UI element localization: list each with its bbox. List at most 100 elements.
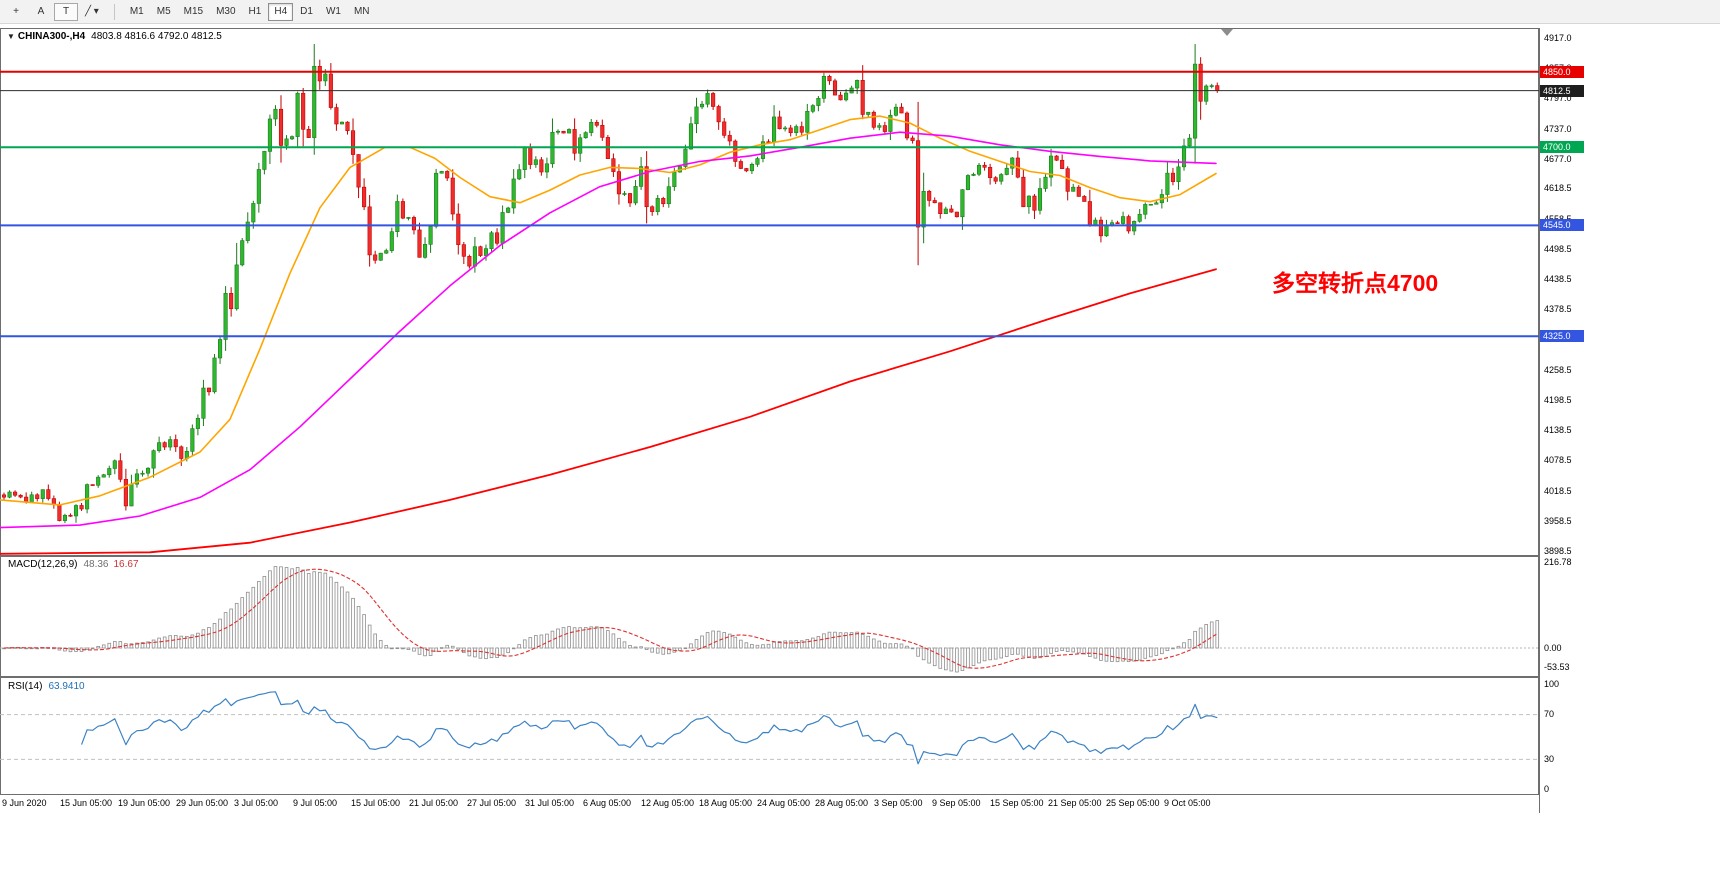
candle-body <box>783 127 788 130</box>
candle-body <box>1148 203 1153 206</box>
crosshair-tool-button[interactable]: + <box>4 3 28 21</box>
candle-body <box>118 460 123 480</box>
macd-bar <box>146 641 150 649</box>
macd-bar <box>218 618 222 649</box>
macd-bar <box>251 586 256 649</box>
timeframe-button-mn[interactable]: MN <box>348 3 376 21</box>
price-badge-4850.0: 4850.0 <box>1540 66 1584 78</box>
price-chart-panel[interactable] <box>0 28 1539 556</box>
macd-bar <box>711 630 715 649</box>
macd-bar <box>517 644 522 649</box>
time-axis-label: 12 Aug 05:00 <box>641 798 695 808</box>
macd-name: MACD(12,26,9) <box>8 559 78 570</box>
candle-body <box>229 293 234 310</box>
macd-bar <box>279 566 283 649</box>
macd-bar <box>583 627 588 649</box>
time-axis-label: 31 Jul 05:00 <box>525 798 575 808</box>
macd-bar <box>528 637 533 649</box>
macd-bar <box>971 647 976 667</box>
candle-body <box>594 122 599 126</box>
candle-body <box>727 135 732 142</box>
timeframe-button-h4[interactable]: H4 <box>268 2 294 21</box>
candle-body <box>7 491 12 498</box>
macd-bar <box>611 633 616 649</box>
macd-bar <box>871 638 876 649</box>
time-axis-label: 3 Sep 05:00 <box>874 798 923 808</box>
candle-body <box>600 125 605 138</box>
draw-shapes-tool-button[interactable]: ╱ ▾ <box>79 3 105 21</box>
macd-bar <box>788 640 793 649</box>
chart-shift-marker-icon[interactable] <box>1221 29 1233 36</box>
macd-bar <box>606 630 610 649</box>
macd-bar <box>1049 647 1053 654</box>
rsi-panel[interactable] <box>0 677 1539 795</box>
timeframe-group: M1 M5 M15 M30 H1 H4 D1 W1 MN <box>124 2 376 21</box>
macd-bar <box>412 647 416 652</box>
text-label-tool-button[interactable]: A <box>29 3 53 21</box>
symbol-dropdown-icon[interactable]: ▼ <box>7 32 15 41</box>
timeframe-button-m15[interactable]: M15 <box>178 3 209 21</box>
timeframe-button-m30[interactable]: M30 <box>210 3 241 21</box>
candle-body <box>666 186 671 205</box>
time-axis-label: 24 Aug 05:00 <box>757 798 811 808</box>
macd-bar <box>916 647 920 657</box>
price-axis-separator <box>1539 28 1540 813</box>
macd-bar <box>68 647 73 653</box>
macd-bar <box>295 567 300 649</box>
macd-bar <box>827 631 832 649</box>
macd-bar <box>910 647 915 650</box>
timeframe-button-m1[interactable]: M1 <box>124 3 150 21</box>
macd-histogram <box>2 566 1220 673</box>
macd-bar <box>838 632 843 649</box>
macd-bar <box>855 631 859 649</box>
macd-bar <box>212 623 217 649</box>
candle-body <box>528 146 533 165</box>
macd-bar <box>1071 647 1076 653</box>
candle-body <box>688 123 694 150</box>
candle-body <box>711 93 716 107</box>
rsi-axis-label: 0 <box>1544 784 1550 794</box>
timeframe-button-m5[interactable]: M5 <box>151 3 177 21</box>
macd-bar <box>694 639 699 649</box>
candle-body <box>611 158 616 172</box>
candle-body <box>650 206 655 212</box>
macd-bar <box>101 644 106 649</box>
candle-body <box>461 244 466 257</box>
price-axis-label: 4797.0 <box>1544 93 1572 103</box>
candle-body <box>212 357 217 393</box>
candle-body <box>921 190 926 228</box>
candle-body <box>639 166 644 187</box>
timeframe-button-d1[interactable]: D1 <box>294 3 319 21</box>
macd-bar <box>157 637 161 649</box>
candle-body <box>1121 216 1126 224</box>
price-axis-label: 4258.5 <box>1544 365 1572 375</box>
macd-bar <box>389 647 394 650</box>
price-axis-label: 4138.5 <box>1544 425 1572 435</box>
time-axis-label: 9 Jul 05:00 <box>293 798 338 808</box>
macd-bar <box>667 647 671 655</box>
rsi-indicator-label: RSI(14) 63.9410 <box>8 681 85 692</box>
macd-bar <box>201 629 206 649</box>
macd-bar <box>877 640 882 649</box>
candle-body <box>971 173 976 176</box>
macd-bar <box>894 643 898 649</box>
candle-body <box>938 202 943 214</box>
macd-panel[interactable] <box>0 556 1539 677</box>
timeframe-button-w1[interactable]: W1 <box>320 3 347 21</box>
macd-bar <box>190 634 195 649</box>
macd-signal-value: 16.67 <box>113 559 139 570</box>
text-box-tool-button[interactable]: T <box>54 2 78 21</box>
macd-bar <box>90 647 95 650</box>
candle-body <box>1043 176 1048 189</box>
macd-bar <box>522 639 527 649</box>
ma-fast-line <box>0 115 1217 506</box>
level-lines-layer <box>0 70 1539 338</box>
candle-body <box>866 111 871 115</box>
macd-bar <box>622 641 627 649</box>
macd-bar <box>1076 647 1081 654</box>
candle-body <box>1193 63 1198 139</box>
macd-bar <box>1154 647 1159 656</box>
chart-title: ▼ CHINA300-,H4 4803.8 4816.6 4792.0 4812.5 <box>7 31 222 42</box>
macd-bar <box>506 647 510 654</box>
timeframe-button-h1[interactable]: H1 <box>243 3 268 21</box>
